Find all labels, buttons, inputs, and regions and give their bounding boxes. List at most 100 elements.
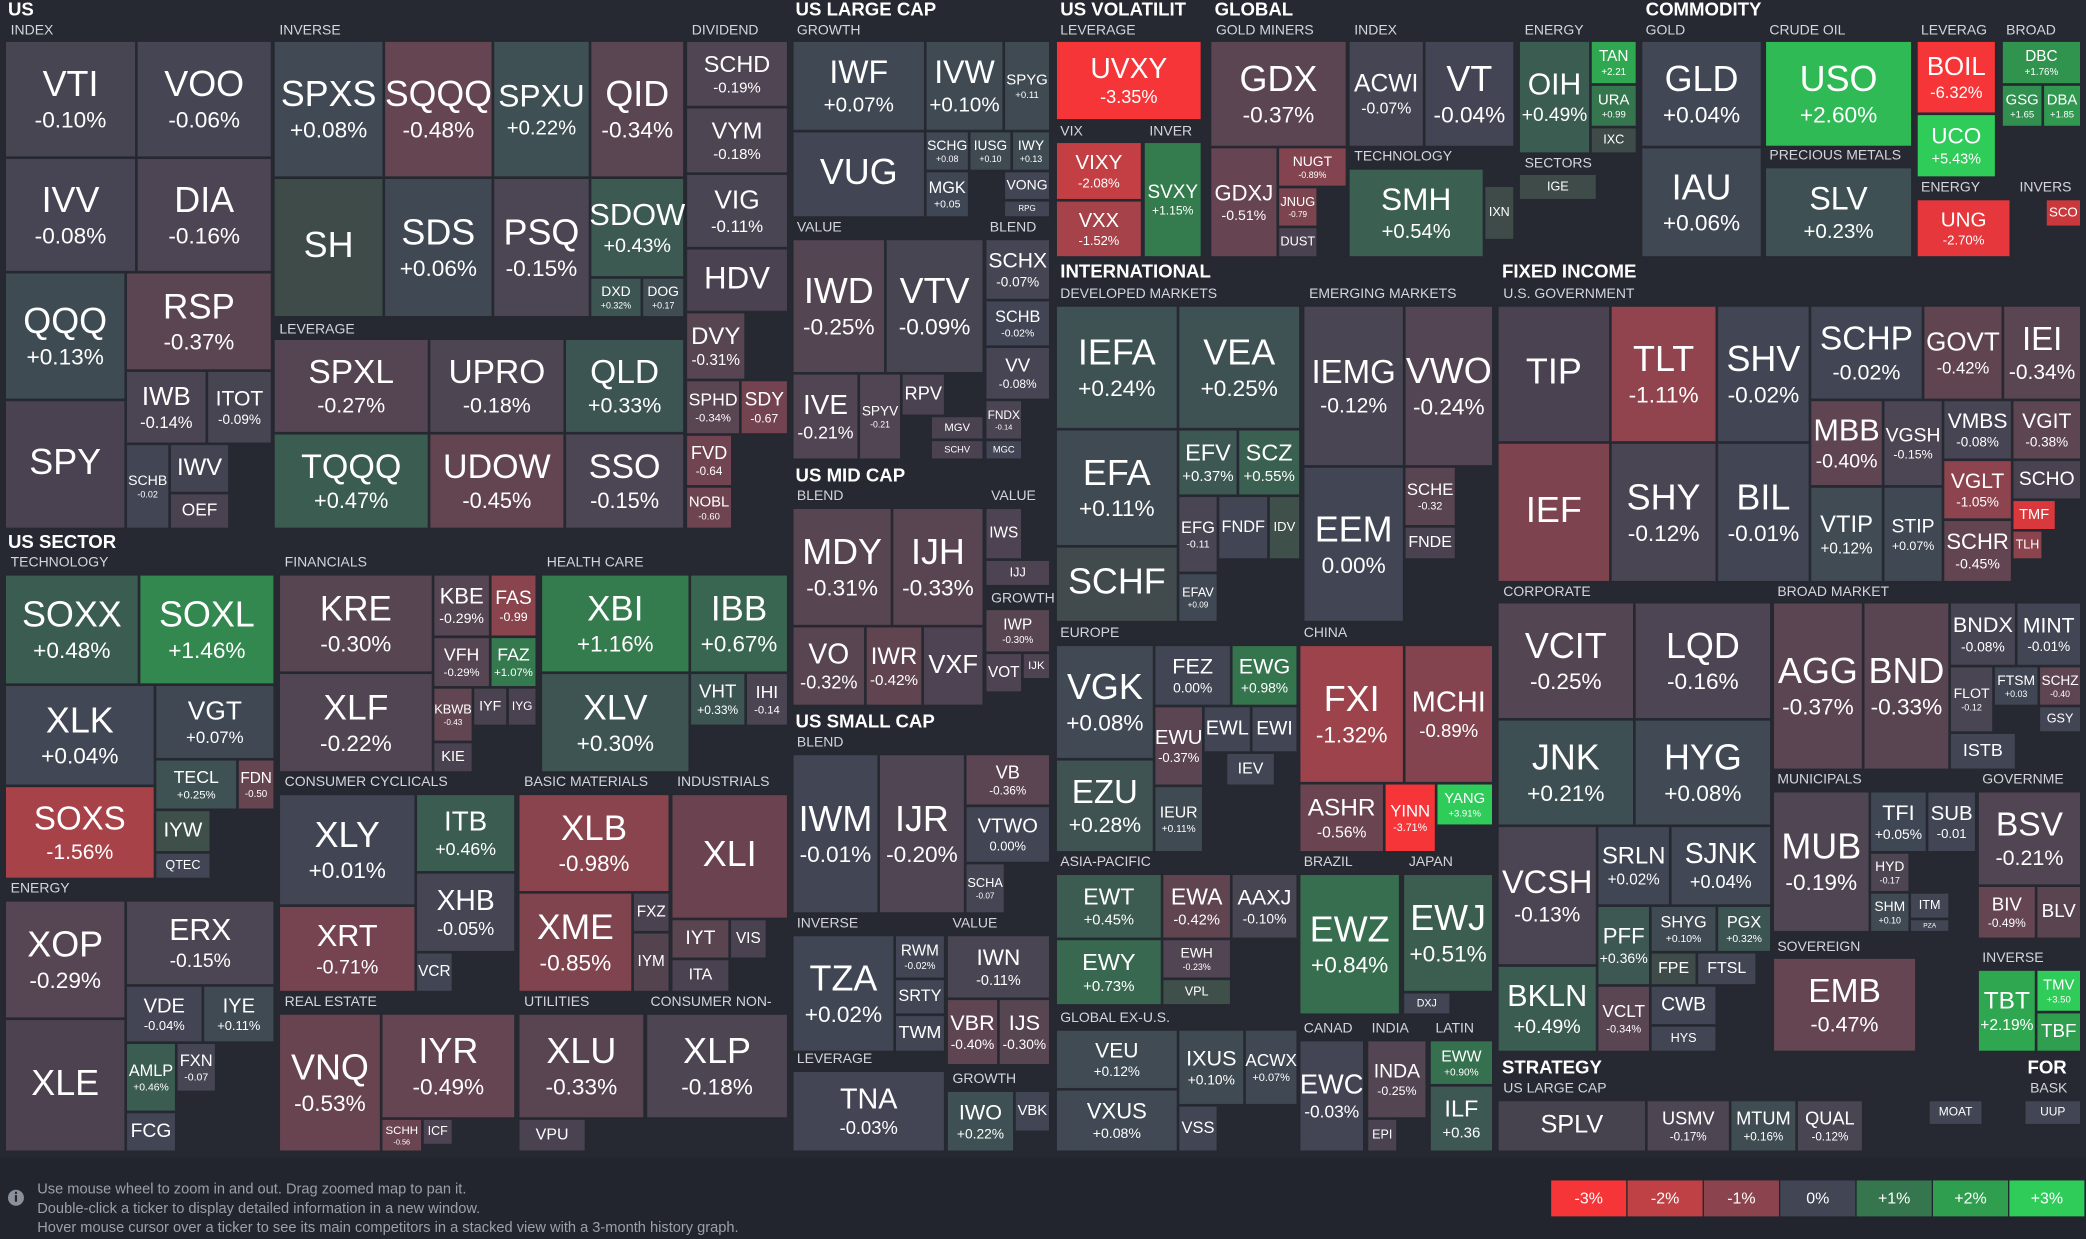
tile[interactable] [1949, 666, 1994, 733]
ticker-tile[interactable]: XRT -0.71% [278, 905, 416, 993]
ticker-tile[interactable]: FAZ +1.07% [490, 636, 537, 688]
ticker-tile[interactable]: SHY -0.12% [1610, 442, 1717, 583]
tile[interactable] [1772, 957, 1917, 1053]
tile[interactable] [1225, 752, 1276, 786]
ticker-tile[interactable]: XLY +0.01% [278, 793, 416, 906]
ticker-tile[interactable]: IYT [671, 918, 730, 959]
tile[interactable] [792, 1070, 946, 1152]
tile[interactable] [792, 238, 886, 374]
ticker-tile[interactable]: PFF+0.36% [1597, 905, 1651, 986]
tile[interactable] [901, 373, 946, 416]
tile[interactable] [685, 312, 746, 380]
tile[interactable] [1178, 495, 1218, 573]
tile[interactable] [689, 574, 789, 673]
ticker-tile[interactable]: FEZ 0.00% [1154, 644, 1232, 707]
ticker-tile[interactable]: VXX-1.52% [1055, 200, 1143, 258]
tile[interactable] [1162, 873, 1232, 939]
tile[interactable] [1268, 495, 1301, 560]
tile[interactable] [1143, 141, 1202, 258]
ticker-tile[interactable]: ILF +0.36 [1429, 1085, 1494, 1152]
ticker-tile[interactable]: NUGT-0.89% [1277, 147, 1347, 187]
tile[interactable] [1055, 873, 1163, 939]
ticker-tile[interactable]: YINN -3.71% [1384, 783, 1437, 853]
tile[interactable] [2002, 305, 2082, 400]
tile[interactable] [925, 171, 970, 218]
tile[interactable] [745, 672, 789, 726]
ticker-tile[interactable]: SCHV [930, 439, 984, 460]
ticker-tile[interactable]: BKLN +0.49% [1497, 965, 1598, 1053]
ticker-tile[interactable]: EWA -0.42% [1162, 873, 1232, 939]
ticker-tile[interactable]: VBK [1014, 1090, 1051, 1132]
tile[interactable] [1277, 226, 1318, 258]
ticker-tile[interactable]: RPV [901, 373, 946, 416]
ticker-tile[interactable]: XLU -0.33% [518, 1013, 645, 1119]
ticker-tile[interactable]: IVW +0.10% [925, 40, 1004, 132]
tile[interactable] [1154, 785, 1204, 853]
ticker-tile[interactable]: SCHO [2012, 459, 2082, 500]
ticker-tile[interactable]: SPYV-0.21 [858, 373, 902, 460]
tile[interactable] [1011, 131, 1051, 172]
ticker-tile[interactable]: DBA +1.85 [2042, 84, 2082, 128]
ticker-tile[interactable]: VIG -0.11% [685, 173, 789, 249]
ticker-tile[interactable]: FLOT -0.12 [1949, 666, 1994, 733]
tile[interactable] [518, 793, 670, 893]
ticker-tile[interactable]: FXN-0.07 [176, 1042, 217, 1092]
tile[interactable] [1869, 852, 1910, 893]
tile[interactable] [740, 379, 789, 435]
tile[interactable] [433, 741, 473, 773]
ticker-tile[interactable]: SCHH-0.56 [381, 1118, 423, 1152]
tile[interactable] [1178, 429, 1238, 496]
tile[interactable] [792, 507, 893, 627]
ticker-tile[interactable]: TBF [2036, 1012, 2082, 1053]
tile[interactable] [1154, 706, 1204, 786]
ticker-tile[interactable]: EWL [1203, 706, 1252, 753]
tile[interactable] [930, 439, 984, 460]
tile[interactable] [1055, 40, 1202, 121]
ticker-tile[interactable]: DIA -0.16% [136, 157, 273, 273]
ticker-tile[interactable]: VTV -0.09% [885, 238, 984, 374]
tile[interactable] [965, 863, 1006, 914]
tile[interactable] [4, 900, 126, 1019]
ticker-tile[interactable]: XLE [4, 1018, 126, 1152]
ticker-tile[interactable]: DXJ [1402, 992, 1451, 1015]
ticker-tile[interactable]: MGV [930, 415, 984, 440]
tile[interactable] [590, 277, 642, 318]
ticker-tile[interactable]: VIXY-2.08% [1055, 141, 1143, 201]
tile[interactable] [1497, 305, 1611, 443]
tile[interactable] [729, 918, 767, 959]
tile[interactable] [2036, 1012, 2082, 1053]
tile[interactable] [1949, 602, 2017, 667]
tile[interactable] [507, 687, 537, 726]
tile[interactable] [206, 370, 273, 444]
ticker-tile[interactable]: DXD +0.32% [590, 277, 642, 318]
tile[interactable] [1402, 992, 1451, 1015]
ticker-tile[interactable]: ACWX +0.07% [1244, 1029, 1298, 1106]
tile[interactable] [1670, 825, 1772, 906]
ticker-tile[interactable]: TMV +3.50 [2036, 969, 2082, 1013]
tile[interactable] [1764, 167, 1913, 258]
ticker-tile[interactable]: SPHD -0.34% [685, 379, 741, 435]
tile[interactable] [685, 434, 733, 487]
tile[interactable] [1366, 1118, 1398, 1152]
ticker-tile[interactable]: BSV -0.21% [1977, 791, 2082, 886]
tile[interactable] [685, 40, 789, 108]
ticker-tile[interactable]: SLV +0.23% [1764, 167, 1913, 258]
tile[interactable] [946, 1090, 1015, 1152]
ticker-tile[interactable]: JNUG-0.79 [1277, 186, 1318, 227]
tile[interactable] [2012, 459, 2082, 500]
tile[interactable] [792, 626, 866, 707]
ticker-tile[interactable]: EWC-0.03% [1299, 1040, 1365, 1152]
tile[interactable] [1634, 719, 1772, 826]
ticker-tile[interactable]: UPRO -0.18% [429, 338, 565, 434]
tile[interactable] [1384, 783, 1437, 853]
ticker-tile[interactable]: ERX -0.15% [125, 900, 275, 986]
ticker-tile[interactable]: SCHZ-0.40 [2038, 666, 2082, 707]
tile[interactable] [1927, 791, 1977, 853]
tile[interactable] [792, 131, 926, 218]
ticker-tile[interactable]: TQQQ+0.47% [273, 433, 430, 530]
ticker-tile[interactable]: IWF +0.07% [792, 40, 926, 132]
tile[interactable] [4, 272, 126, 400]
tile[interactable] [965, 805, 1051, 864]
ticker-tile[interactable]: IWB -0.14% [125, 370, 207, 444]
tile[interactable] [492, 40, 591, 178]
